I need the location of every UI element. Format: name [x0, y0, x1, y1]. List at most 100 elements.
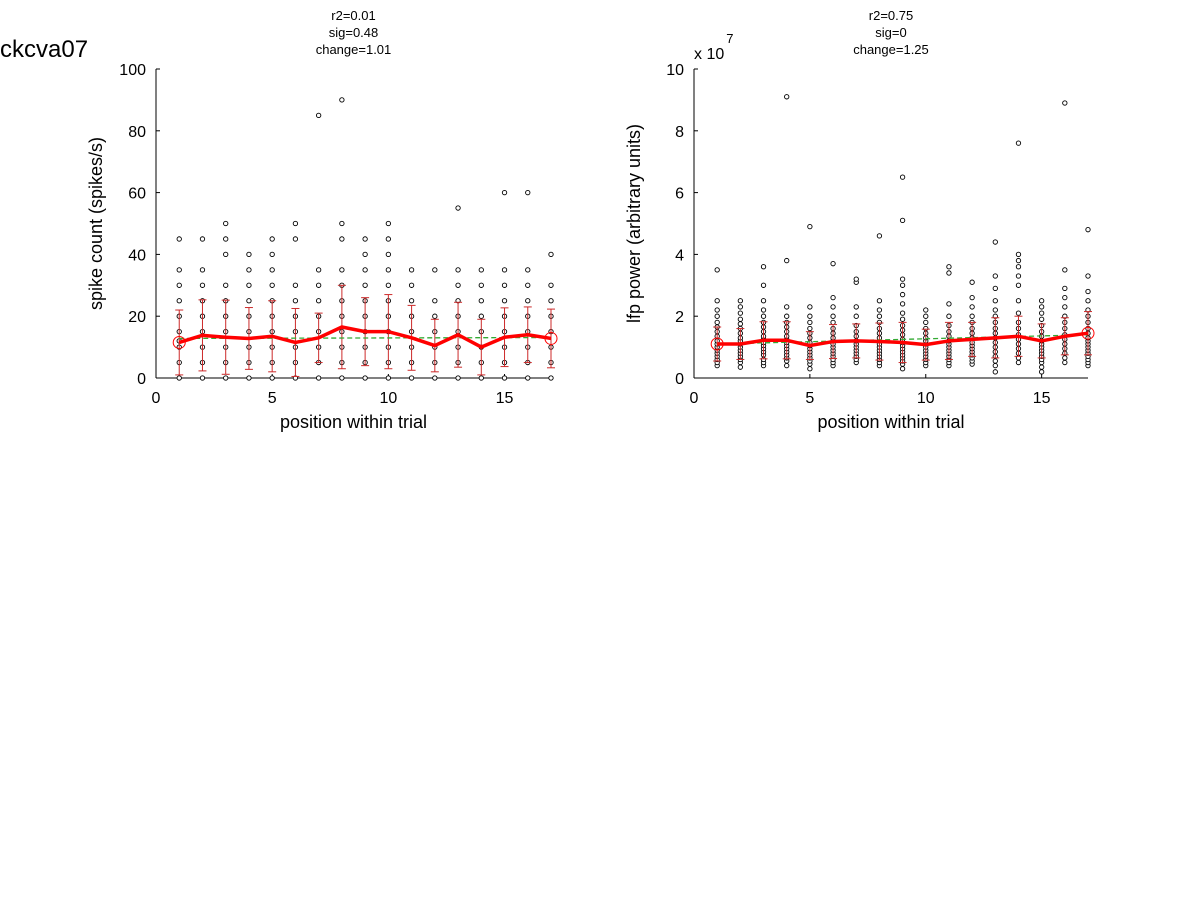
data-point — [830, 313, 836, 319]
data-point — [807, 325, 813, 332]
data-point — [455, 267, 461, 273]
data-point — [1015, 140, 1022, 146]
data-point — [385, 267, 392, 273]
fit-line — [717, 334, 1089, 345]
data-point — [1062, 100, 1068, 106]
data-point — [830, 319, 836, 326]
data-point — [1015, 273, 1022, 279]
data-point — [992, 307, 998, 313]
data-point — [292, 298, 299, 304]
data-point — [548, 251, 554, 258]
chart-title-line: change=1.25 — [853, 42, 929, 57]
data-point — [385, 282, 392, 288]
data-point — [223, 236, 229, 242]
y-tick-label: 0 — [675, 371, 684, 388]
data-point — [525, 189, 531, 196]
figure-suptitle: ckcva07 — [0, 36, 88, 63]
mean-endpoint-marker — [710, 337, 724, 351]
data-point — [339, 97, 345, 103]
y-tick-label: 2 — [675, 309, 684, 326]
data-point — [1038, 304, 1045, 310]
data-point — [339, 220, 345, 227]
data-point — [315, 267, 322, 273]
data-point — [969, 279, 975, 285]
data-point — [1085, 288, 1091, 295]
fit-line — [179, 336, 552, 340]
data-point — [1015, 359, 1022, 366]
data-point — [176, 298, 182, 304]
data-point — [737, 316, 744, 322]
data-point — [1015, 251, 1022, 258]
y-tick-label: 100 — [119, 62, 146, 79]
y-tick-label: 40 — [128, 247, 146, 264]
data-point — [501, 282, 508, 288]
data-point — [1085, 273, 1091, 279]
mean-line — [717, 331, 1089, 348]
data-point — [992, 358, 998, 364]
data-point — [946, 301, 952, 307]
data-point — [760, 282, 767, 288]
data-point — [478, 267, 484, 273]
data-point — [339, 267, 345, 273]
data-point — [946, 270, 952, 276]
data-point — [714, 319, 720, 326]
data-point — [362, 282, 368, 288]
data-point — [923, 313, 929, 319]
data-point — [501, 189, 508, 196]
data-point — [246, 282, 252, 288]
data-point — [269, 375, 275, 381]
data-point — [525, 267, 531, 273]
data-point — [199, 236, 206, 242]
x-tick-label: 0 — [690, 390, 699, 407]
data-point — [714, 307, 720, 313]
data-point — [1062, 359, 1068, 366]
data-point — [315, 112, 322, 119]
mean-line — [178, 325, 552, 349]
data-point — [992, 285, 998, 292]
data-point — [1062, 295, 1068, 301]
data-point — [292, 282, 299, 288]
panel-spike-count: r2=0.01 sig=0.48 change=1.01 0 5 10 15 0 20 40 60 8… — [86, 8, 558, 432]
data-point — [830, 261, 836, 267]
data-point — [737, 310, 744, 316]
y-tick-label: 10 — [666, 62, 684, 79]
data-point — [1038, 316, 1045, 322]
data-point — [525, 282, 531, 288]
data-point — [1085, 298, 1091, 304]
y-tick-label: 20 — [128, 309, 146, 326]
data-point — [292, 220, 299, 227]
data-point — [1062, 304, 1068, 310]
data-point — [1015, 257, 1022, 264]
data-point — [1085, 227, 1091, 233]
data-point — [269, 236, 275, 242]
data-point — [992, 239, 998, 245]
data-point — [1038, 369, 1045, 375]
data-point — [199, 375, 206, 381]
data-point — [784, 313, 790, 319]
data-point — [176, 236, 182, 242]
y-axis-label: lfp power (arbitrary units) — [624, 124, 644, 323]
data-point — [315, 298, 322, 304]
data-point — [223, 282, 229, 288]
data-point — [478, 375, 484, 381]
data-point — [1015, 310, 1022, 316]
chart-title-line: r2=0.01 — [331, 8, 375, 23]
data-point — [899, 316, 906, 322]
mean-endpoint-marker — [1081, 326, 1095, 340]
data-point — [807, 366, 813, 372]
data-point — [432, 375, 438, 381]
data-point — [969, 295, 975, 301]
data-point — [176, 267, 182, 273]
data-point — [339, 375, 345, 381]
data-point — [899, 174, 906, 180]
data-point — [1038, 298, 1045, 304]
data-point — [899, 301, 906, 307]
data-point — [501, 375, 508, 381]
data-point — [408, 282, 415, 288]
data-point — [1062, 355, 1068, 361]
data-point — [385, 236, 392, 242]
x-tick-label: 15 — [1033, 390, 1051, 407]
data-point — [269, 251, 275, 258]
data-point — [525, 375, 531, 381]
data-point — [1015, 298, 1022, 304]
